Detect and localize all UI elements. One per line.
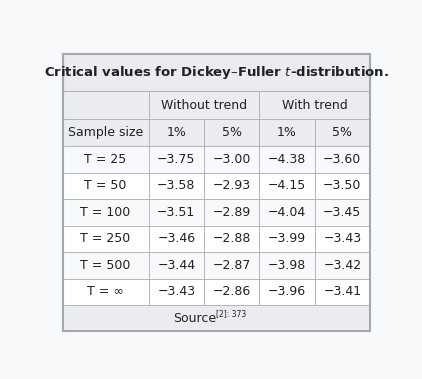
Bar bbox=[259, 119, 315, 146]
Text: −3.41: −3.41 bbox=[323, 285, 361, 298]
Text: −4.38: −4.38 bbox=[268, 153, 306, 166]
Bar bbox=[149, 91, 259, 119]
Text: −3.98: −3.98 bbox=[268, 259, 306, 272]
Text: 1%: 1% bbox=[166, 126, 186, 139]
Text: −2.87: −2.87 bbox=[212, 259, 251, 272]
Text: 1%: 1% bbox=[277, 126, 297, 139]
Bar bbox=[62, 279, 149, 305]
Text: −4.04: −4.04 bbox=[268, 206, 306, 219]
Text: T = 50: T = 50 bbox=[84, 179, 127, 193]
Bar bbox=[315, 173, 370, 199]
Bar bbox=[315, 279, 370, 305]
Bar bbox=[259, 199, 315, 226]
Text: −2.93: −2.93 bbox=[213, 179, 251, 193]
Bar bbox=[259, 226, 315, 252]
Bar bbox=[149, 226, 204, 252]
Bar bbox=[204, 199, 259, 226]
Bar bbox=[204, 173, 259, 199]
Bar bbox=[149, 252, 204, 279]
Text: 5%: 5% bbox=[332, 126, 352, 139]
Bar bbox=[62, 54, 370, 91]
Text: −2.89: −2.89 bbox=[213, 206, 251, 219]
Text: −3.99: −3.99 bbox=[268, 232, 306, 245]
Text: Source: Source bbox=[173, 312, 216, 325]
Text: −3.43: −3.43 bbox=[323, 232, 361, 245]
Text: T = 250: T = 250 bbox=[81, 232, 131, 245]
Text: −3.60: −3.60 bbox=[323, 153, 362, 166]
Bar bbox=[204, 226, 259, 252]
Text: T = 100: T = 100 bbox=[81, 206, 131, 219]
Bar bbox=[204, 119, 259, 146]
Bar bbox=[62, 119, 149, 146]
Bar bbox=[259, 279, 315, 305]
Text: −3.50: −3.50 bbox=[323, 179, 362, 193]
Text: −3.58: −3.58 bbox=[157, 179, 195, 193]
Bar bbox=[62, 146, 149, 173]
Bar bbox=[62, 199, 149, 226]
Bar bbox=[149, 199, 204, 226]
Text: −3.46: −3.46 bbox=[157, 232, 195, 245]
Bar bbox=[204, 279, 259, 305]
Text: −3.45: −3.45 bbox=[323, 206, 362, 219]
Bar bbox=[204, 252, 259, 279]
Text: Critical values for Dickey–Fuller $\mathbf{\mathit{t}}$-distribution.: Critical values for Dickey–Fuller $\math… bbox=[44, 64, 389, 81]
Text: −2.88: −2.88 bbox=[212, 232, 251, 245]
Bar bbox=[204, 146, 259, 173]
Bar bbox=[259, 173, 315, 199]
Text: −3.43: −3.43 bbox=[157, 285, 195, 298]
Text: −3.42: −3.42 bbox=[323, 259, 361, 272]
Bar bbox=[315, 226, 370, 252]
Bar bbox=[259, 91, 370, 119]
Text: −3.00: −3.00 bbox=[212, 153, 251, 166]
Text: Sample size: Sample size bbox=[68, 126, 143, 139]
Bar bbox=[62, 252, 149, 279]
Bar bbox=[315, 146, 370, 173]
Text: −4.15: −4.15 bbox=[268, 179, 306, 193]
Bar bbox=[62, 173, 149, 199]
Text: −2.86: −2.86 bbox=[213, 285, 251, 298]
Text: T = 500: T = 500 bbox=[81, 259, 131, 272]
Bar bbox=[315, 199, 370, 226]
Bar bbox=[259, 252, 315, 279]
Text: [2]: 373: [2]: 373 bbox=[216, 309, 246, 318]
Bar bbox=[62, 305, 370, 332]
Text: −3.44: −3.44 bbox=[157, 259, 195, 272]
Text: Without trend: Without trend bbox=[161, 99, 247, 111]
Bar bbox=[149, 173, 204, 199]
Text: 5%: 5% bbox=[222, 126, 242, 139]
Text: −3.75: −3.75 bbox=[157, 153, 195, 166]
Text: T = 25: T = 25 bbox=[84, 153, 127, 166]
Text: With trend: With trend bbox=[282, 99, 348, 111]
Bar bbox=[259, 146, 315, 173]
Text: −3.96: −3.96 bbox=[268, 285, 306, 298]
Bar bbox=[315, 252, 370, 279]
Bar bbox=[62, 226, 149, 252]
Bar bbox=[149, 279, 204, 305]
Text: T = ∞: T = ∞ bbox=[87, 285, 124, 298]
Bar bbox=[62, 91, 149, 119]
Bar bbox=[149, 146, 204, 173]
Text: −3.51: −3.51 bbox=[157, 206, 195, 219]
Bar bbox=[149, 119, 204, 146]
Bar bbox=[315, 119, 370, 146]
